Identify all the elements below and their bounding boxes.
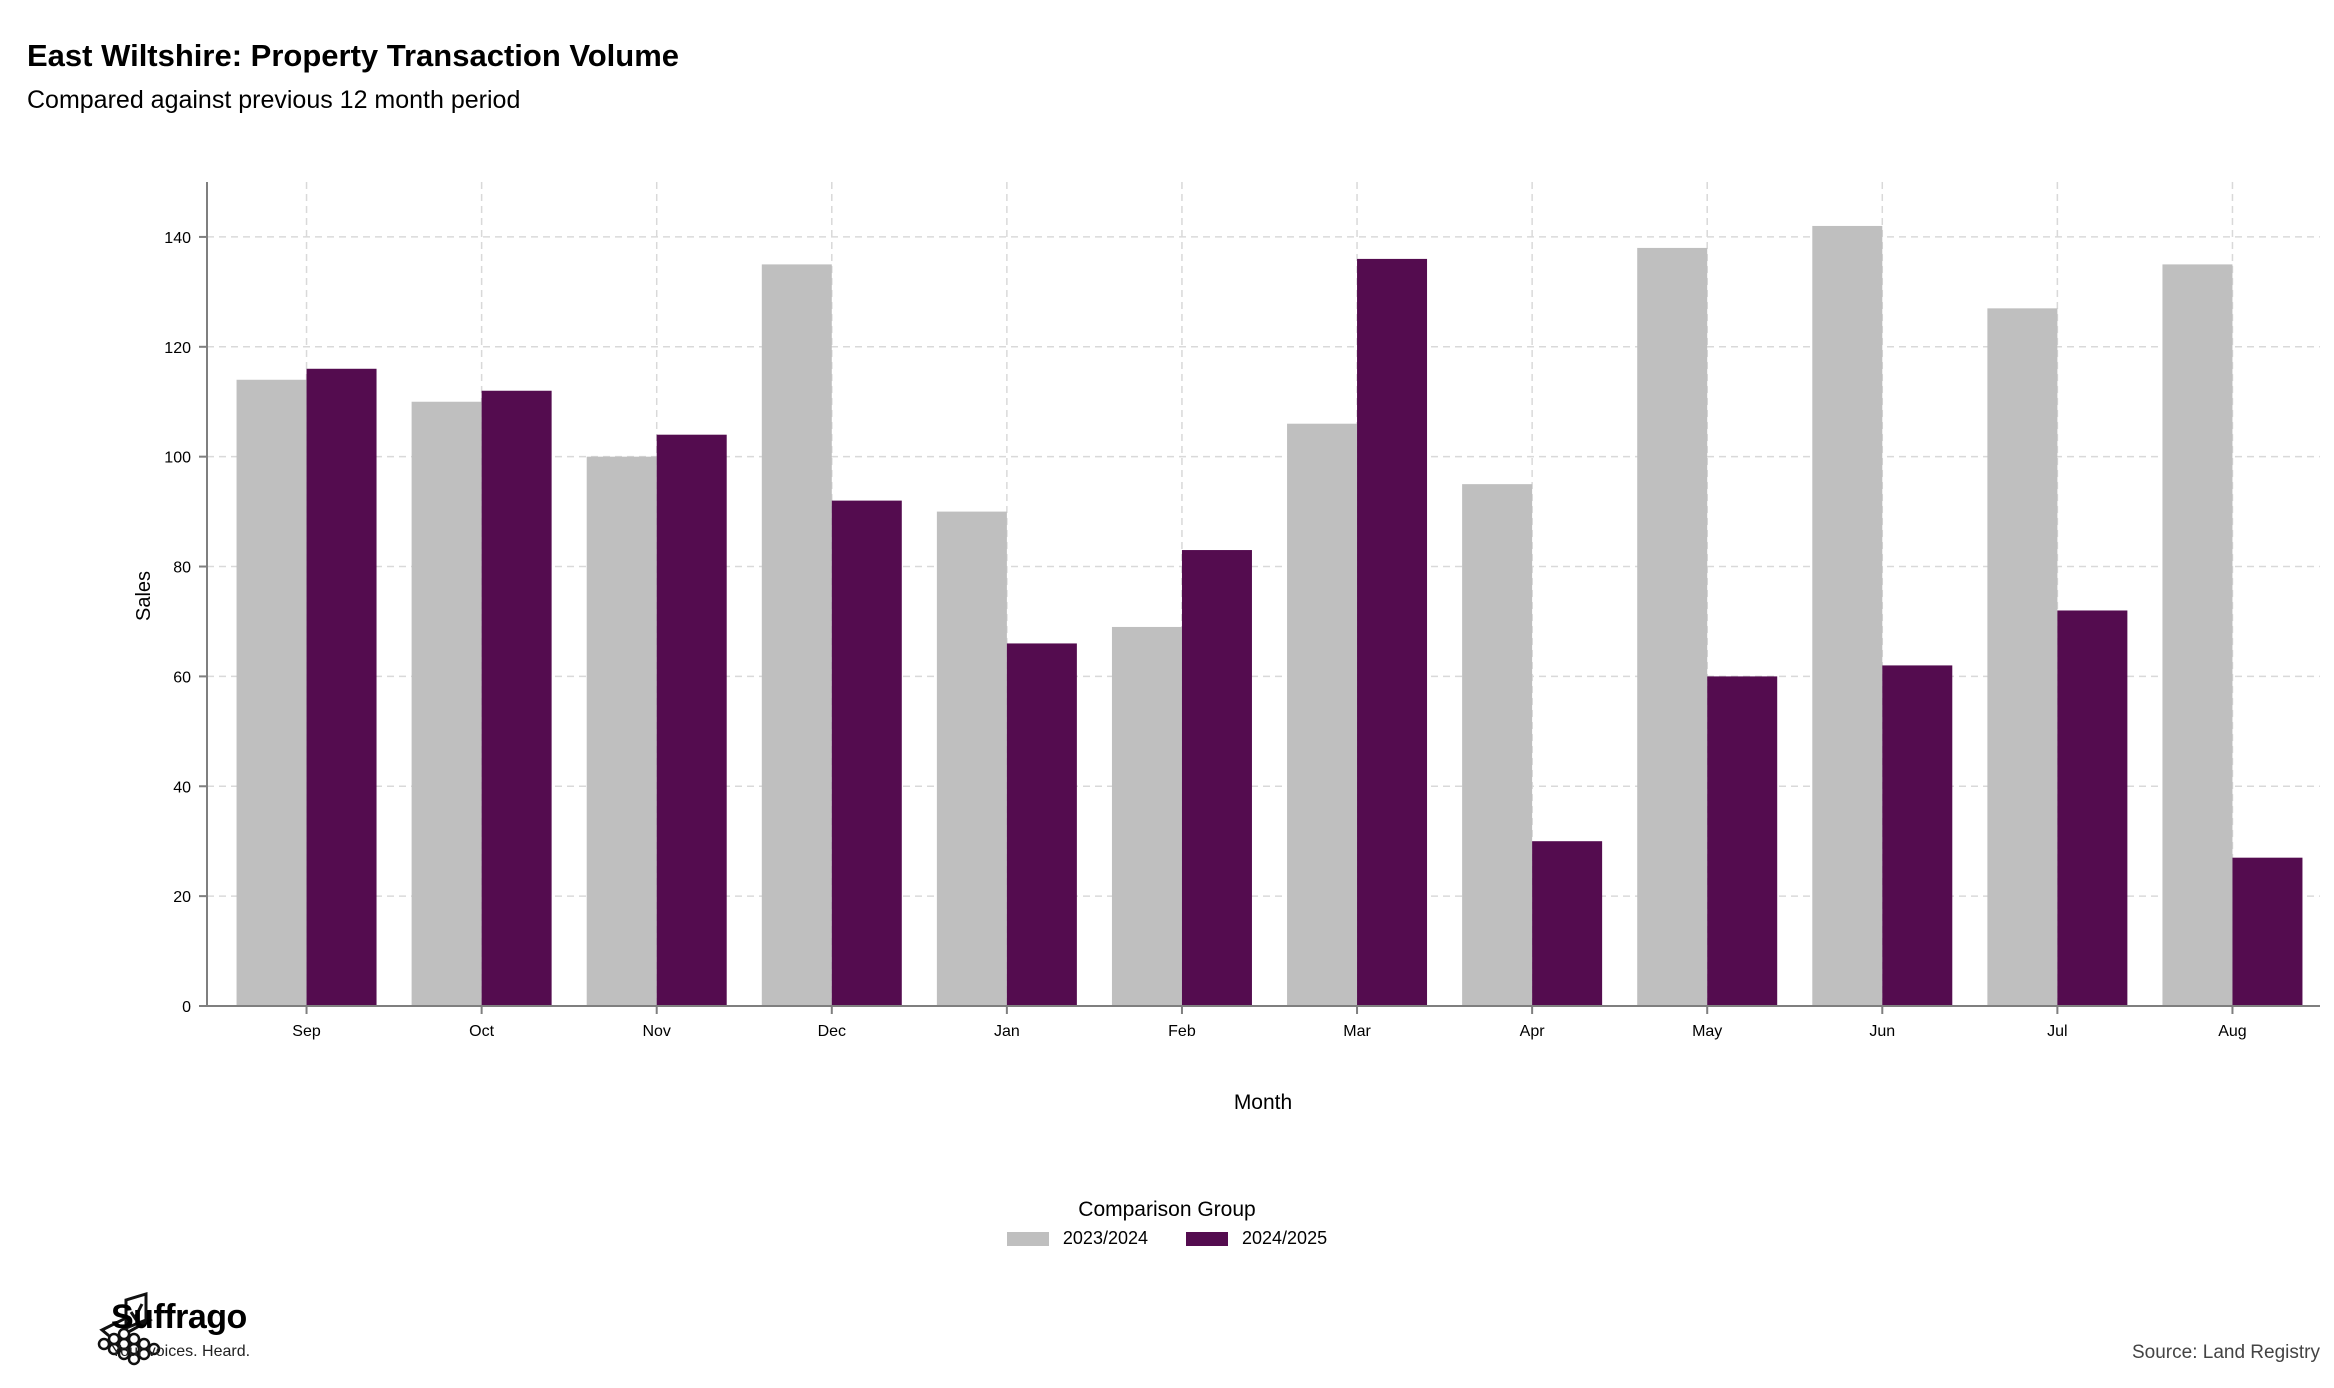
- legend-label: 2023/2024: [1062, 1228, 1148, 1248]
- bar-2024-2025-feb: [1181, 550, 1252, 1006]
- bar-2024-2025-oct: [481, 390, 552, 1006]
- chart-title: East Wiltshire: Property Transaction Vol…: [27, 38, 680, 73]
- y-tick-label: 60: [173, 669, 191, 686]
- axis-layer: 0 20 40 60 80 100 120 140 Sep Oct Nov Dec Jan Feb Mar A…: [164, 182, 2320, 1040]
- x-tick-label: Apr: [1520, 1023, 1546, 1040]
- legend-swatch: [1186, 1231, 1228, 1246]
- bar-2023-2024-jun: [1812, 225, 1883, 1007]
- source-note: Source: Land Registry: [2132, 1342, 2320, 1363]
- bar-2023-2024-dec: [761, 264, 832, 1006]
- legend-title: Comparison Group: [1078, 1198, 1256, 1221]
- bar-2023-2024-jan: [936, 511, 1007, 1006]
- bar-2023-2024-apr: [1462, 484, 1533, 1007]
- bar-2024-2025-jun: [1882, 665, 1953, 1006]
- bar-2024-2025-aug: [2232, 857, 2303, 1006]
- bar-2024-2025-jan: [1006, 643, 1077, 1006]
- x-tick-label: Sep: [292, 1023, 321, 1040]
- x-tick-label: May: [1692, 1023, 1722, 1040]
- x-tick-label: Dec: [818, 1023, 846, 1040]
- y-tick-label: 40: [173, 779, 191, 796]
- y-tick-label: 80: [173, 560, 191, 577]
- x-tick-label: Jan: [994, 1023, 1020, 1040]
- bar-2023-2024-aug: [2162, 264, 2233, 1006]
- legend-items: 2023/2024 2024/2025: [0, 1228, 2334, 1249]
- y-tick-label: 100: [164, 450, 191, 467]
- brand-name: Suffrago: [111, 1298, 247, 1336]
- x-tick-label: Feb: [1168, 1023, 1196, 1040]
- legend-swatch: [1006, 1231, 1049, 1246]
- brand-tagline: Your voices. Heard.: [111, 1343, 251, 1360]
- y-axis-label: Sales: [133, 571, 155, 621]
- x-tick-label: Nov: [642, 1023, 670, 1040]
- bar-2024-2025-dec: [831, 500, 902, 1006]
- bar-2024-2025-jul: [2057, 610, 2128, 1006]
- y-tick-label: 140: [164, 230, 191, 247]
- legend-item: 2023/2024: [1006, 1228, 1148, 1249]
- x-tick-label: Aug: [2218, 1023, 2246, 1040]
- bar-2023-2024-mar: [1287, 423, 1358, 1006]
- y-tick-label: 0: [182, 999, 191, 1016]
- bar-2024-2025-sep: [306, 368, 377, 1007]
- bar-2023-2024-may: [1637, 247, 1708, 1007]
- legend-label: 2024/2025: [1242, 1228, 1328, 1248]
- bar-2024-2025-mar: [1357, 258, 1428, 1006]
- bar-2024-2025-may: [1707, 676, 1778, 1006]
- bar-2023-2024-sep: [236, 379, 307, 1006]
- bar-chart: 0 20 40 60 80 100 120 140 Sep Oct Nov Dec Jan Feb Mar A…: [133, 182, 2320, 1114]
- legend: Comparison Group 2023/2024 2024/2025: [0, 1198, 2334, 1249]
- bar-2023-2024-feb: [1111, 626, 1182, 1006]
- bar-2023-2024-nov: [586, 456, 657, 1007]
- y-tick-label: 20: [173, 889, 191, 906]
- chart-subtitle: Compared against previous 12 month perio…: [27, 86, 521, 114]
- y-tick-label: 120: [164, 340, 191, 357]
- x-tick-label: Jun: [1869, 1023, 1895, 1040]
- x-tick-label: Oct: [469, 1023, 494, 1040]
- bar-2023-2024-jul: [1987, 308, 2058, 1006]
- bar-2024-2025-nov: [656, 434, 727, 1006]
- x-tick-label: Mar: [1343, 1023, 1371, 1040]
- bar-2024-2025-apr: [1532, 841, 1603, 1006]
- legend-item: 2024/2025: [1186, 1228, 1327, 1249]
- bar-2023-2024-oct: [411, 401, 482, 1006]
- ballot-box-icon: [97, 1292, 161, 1366]
- bar-layer: [236, 225, 2303, 1007]
- x-axis-label: Month: [1234, 1091, 1292, 1114]
- x-tick-label: Jul: [2047, 1023, 2067, 1040]
